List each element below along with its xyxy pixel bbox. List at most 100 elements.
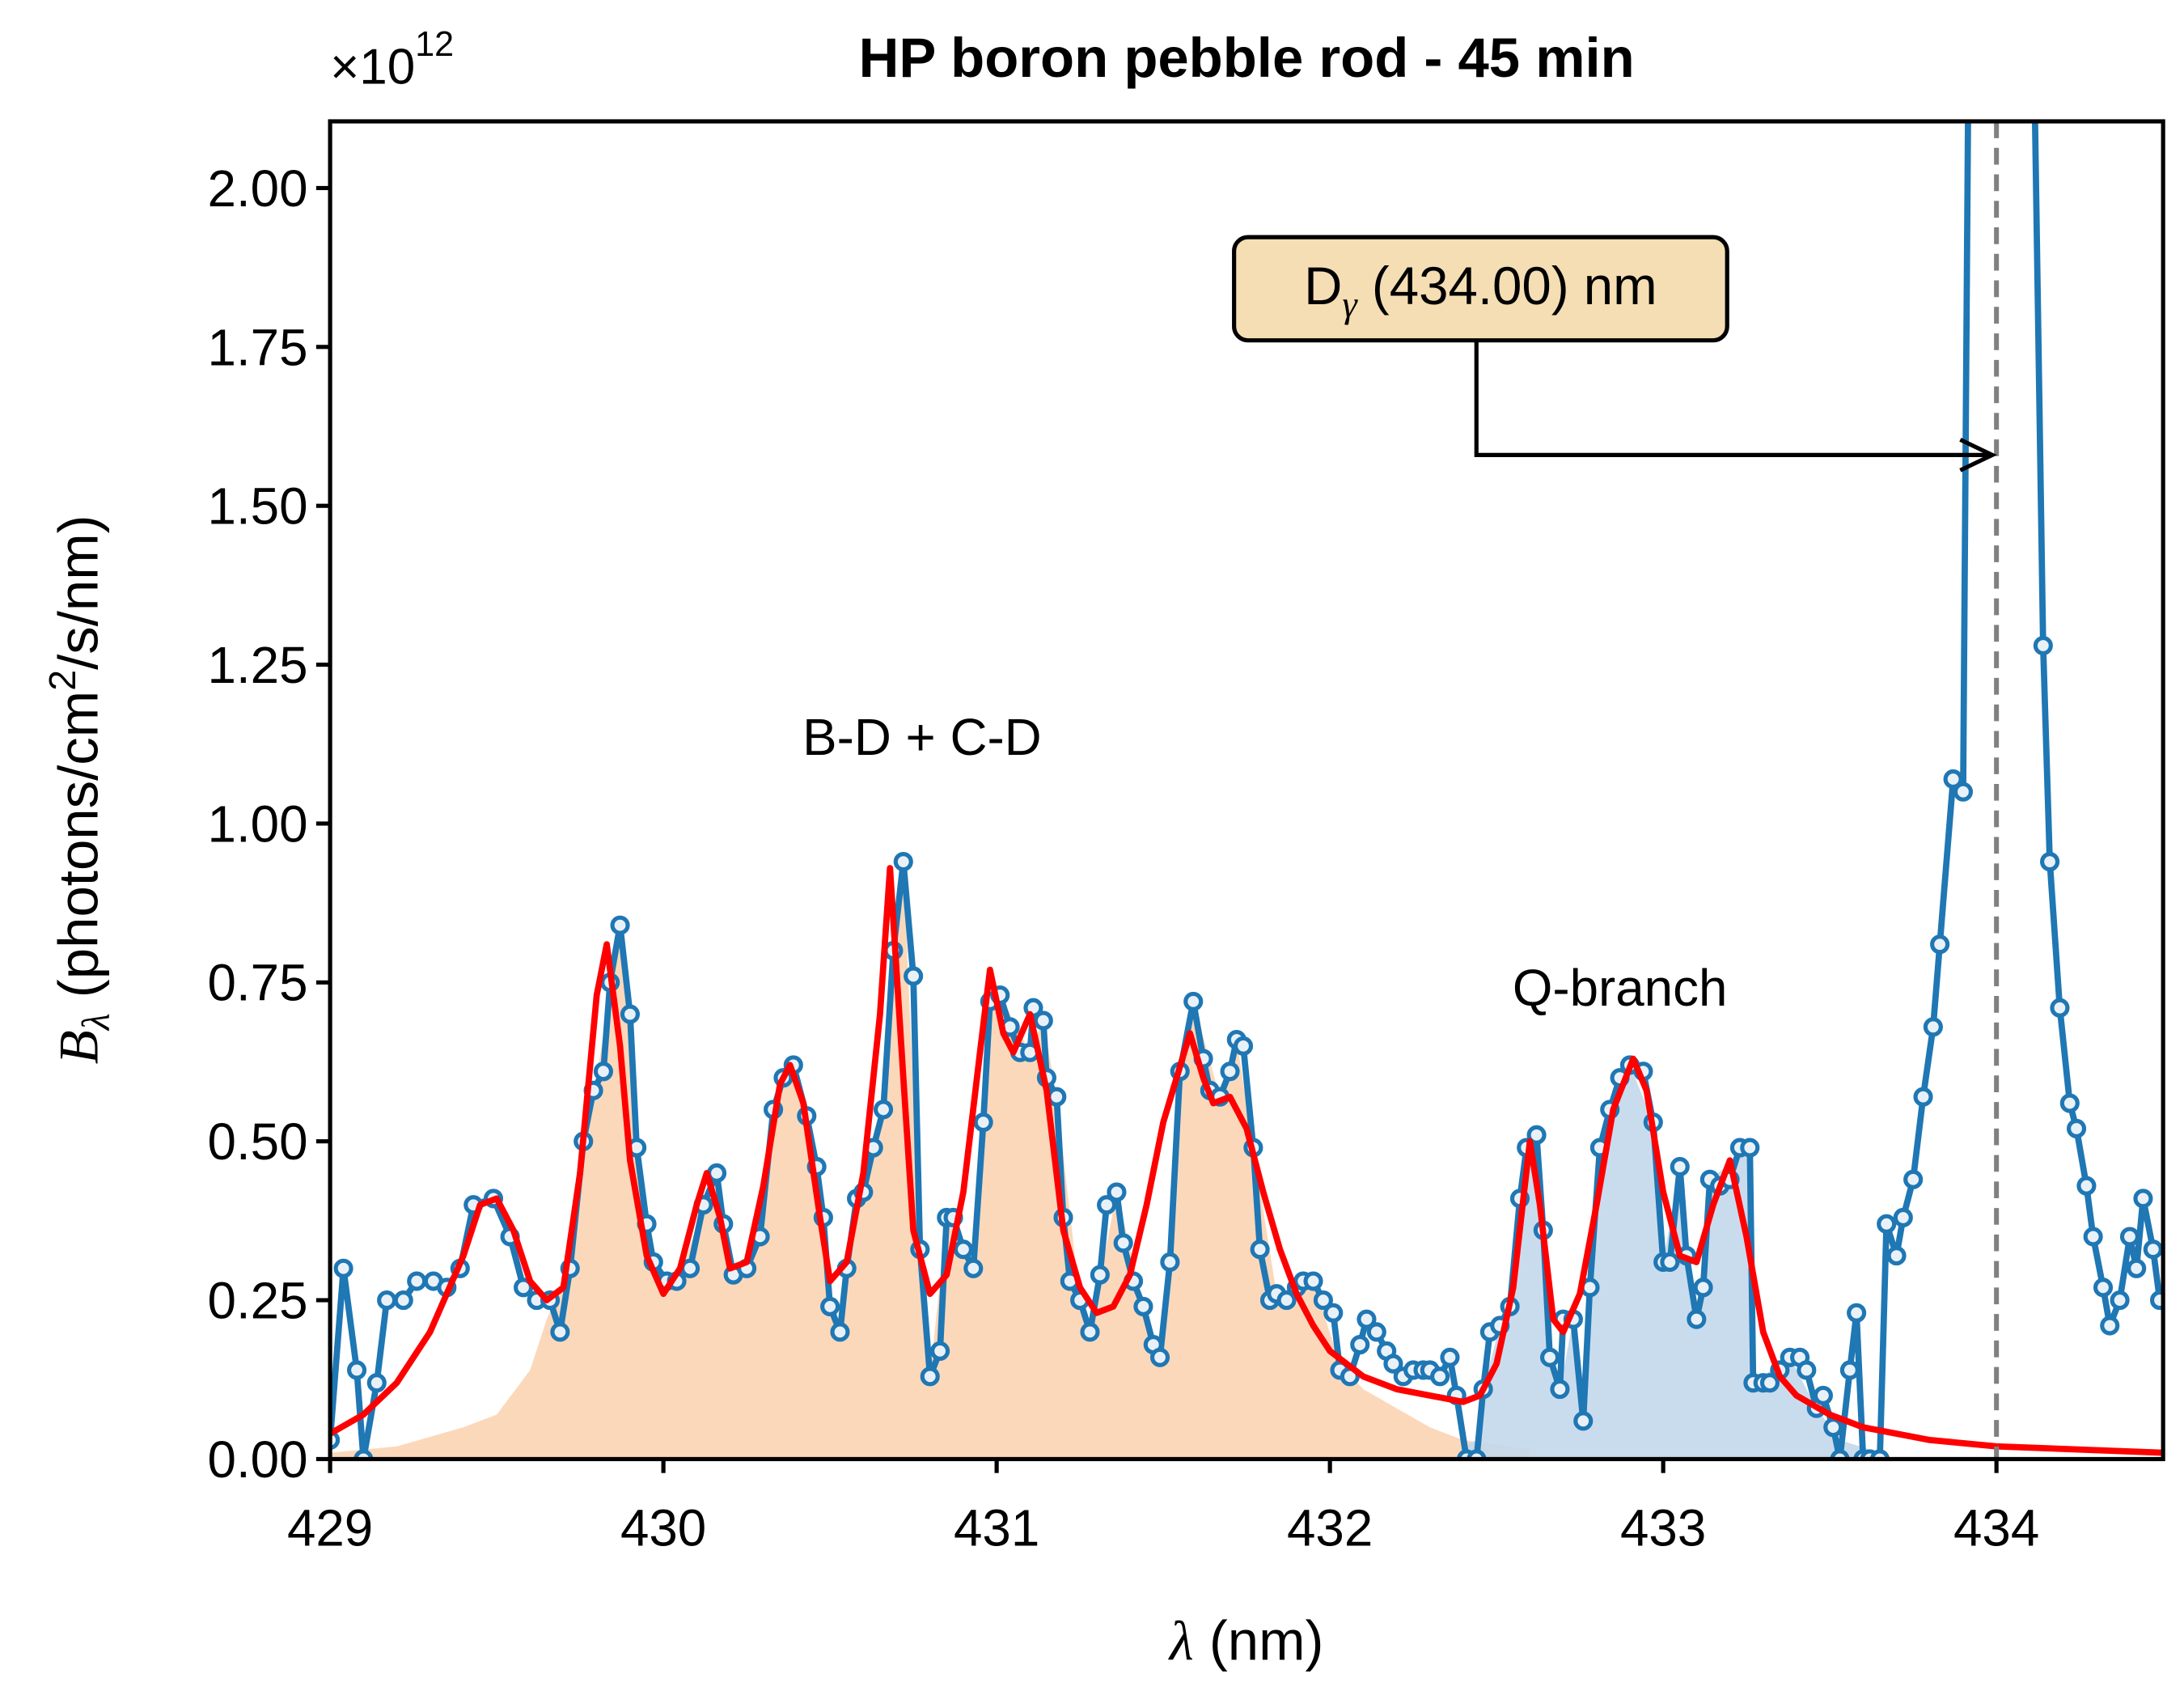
arrow-head	[1959, 438, 1997, 472]
marker	[2100, 1316, 2120, 1336]
marker	[1877, 1214, 1897, 1234]
marker	[1903, 1169, 1924, 1189]
marker	[1183, 991, 1204, 1011]
marker	[1220, 1061, 1240, 1082]
marker	[1670, 1157, 1690, 1177]
marker	[2050, 998, 2070, 1018]
marker	[920, 1366, 940, 1387]
marker	[2093, 1277, 2114, 1298]
x-tick-label: 432	[1287, 1498, 1373, 1557]
x-tick-label: 431	[954, 1498, 1039, 1557]
annotation: B-D + C-D	[802, 708, 1042, 766]
x-tick-label: 429	[287, 1498, 373, 1557]
marker	[1813, 1385, 1833, 1405]
x-tick-label: 434	[1953, 1498, 2039, 1557]
marker	[1823, 1417, 1843, 1438]
marker	[2076, 1176, 2097, 1196]
marker	[1383, 1354, 1403, 1374]
y-tick-label: 2.00	[208, 159, 308, 218]
y-tick-label: 0.00	[208, 1430, 308, 1489]
marker	[1149, 1347, 1170, 1367]
marker	[973, 1112, 993, 1133]
annotation-sub: γ	[1342, 284, 1358, 325]
annotation-box	[1232, 235, 1729, 343]
marker	[514, 1277, 534, 1298]
marker	[1839, 1360, 1860, 1380]
marker	[1303, 1271, 1323, 1291]
marker	[1090, 1265, 1110, 1285]
y-label-symbol: B	[49, 1030, 110, 1064]
marker	[953, 1239, 973, 1260]
marker	[1323, 1303, 1344, 1323]
offset-text: ×1012	[330, 25, 454, 95]
marker	[1047, 1087, 1067, 1107]
marker	[893, 852, 913, 872]
offset-exp: 12	[415, 25, 454, 64]
marker	[2110, 1290, 2130, 1311]
marker	[1357, 1309, 1377, 1329]
marker	[1440, 1347, 1460, 1367]
marker	[2119, 1227, 2140, 1247]
marker	[2150, 1290, 2164, 1311]
marker	[2083, 1227, 2103, 1247]
marker	[1797, 1360, 1817, 1380]
y-label-unit: (photons/cm	[48, 691, 110, 1014]
marker	[2133, 1188, 2153, 1209]
marker	[930, 1341, 950, 1361]
plot-frame	[328, 119, 2165, 1462]
line	[330, 865, 2164, 1456]
marker	[1097, 1195, 1117, 1215]
marker	[2143, 1239, 2163, 1260]
area	[330, 862, 1530, 1460]
marker	[1033, 1011, 1053, 1031]
marker	[1107, 1182, 1127, 1202]
marker	[1276, 1290, 1297, 1311]
y-tick-label: 1.50	[208, 477, 308, 536]
marker	[1893, 1207, 1913, 1228]
y-tick-label: 0.25	[208, 1271, 308, 1329]
annotation-arrow	[1474, 340, 1992, 457]
marker	[1080, 1322, 1100, 1342]
marker	[610, 915, 630, 935]
annotation: Q-branch	[1513, 959, 1728, 1017]
x-label-symbol: λ	[1168, 1611, 1194, 1672]
y-tick-label: 1.75	[208, 318, 308, 376]
marker	[1233, 1036, 1254, 1056]
annotation-main: D	[1304, 256, 1342, 316]
marker	[1526, 1125, 1547, 1145]
marker	[1366, 1322, 1386, 1342]
marker	[347, 1360, 367, 1380]
marker	[1759, 1373, 1780, 1393]
marker	[904, 966, 924, 986]
annotation-label: Dγ (434.00) nm	[1304, 256, 1657, 326]
marker	[1430, 1366, 1450, 1387]
marker	[407, 1271, 427, 1291]
marker	[2059, 1093, 2080, 1113]
marker	[1930, 934, 1950, 955]
marker	[2066, 1118, 2087, 1139]
marker	[366, 1373, 387, 1393]
annotation-rest: (434.00) nm	[1357, 256, 1657, 316]
marker	[2040, 852, 2060, 872]
marker	[963, 1258, 984, 1278]
x-tick-label: 430	[620, 1498, 706, 1557]
marker	[1847, 1303, 1867, 1323]
marker	[1160, 1252, 1180, 1273]
marker	[377, 1290, 397, 1311]
marker	[1133, 1296, 1153, 1317]
y-tick-label: 1.00	[208, 794, 308, 853]
marker	[1923, 1017, 1943, 1037]
marker	[1540, 1347, 1560, 1367]
marker	[2127, 1258, 2147, 1278]
y-axis-label: Bλ (photons/cm2/s/nm)	[41, 515, 117, 1064]
marker	[1573, 1411, 1594, 1431]
marker	[593, 1061, 614, 1082]
marker	[820, 1296, 840, 1317]
marker	[1550, 1379, 1570, 1400]
marker	[1913, 1087, 1933, 1107]
marker	[1660, 1252, 1680, 1273]
y-tick-label: 0.50	[208, 1112, 308, 1171]
marker	[1350, 1334, 1370, 1355]
